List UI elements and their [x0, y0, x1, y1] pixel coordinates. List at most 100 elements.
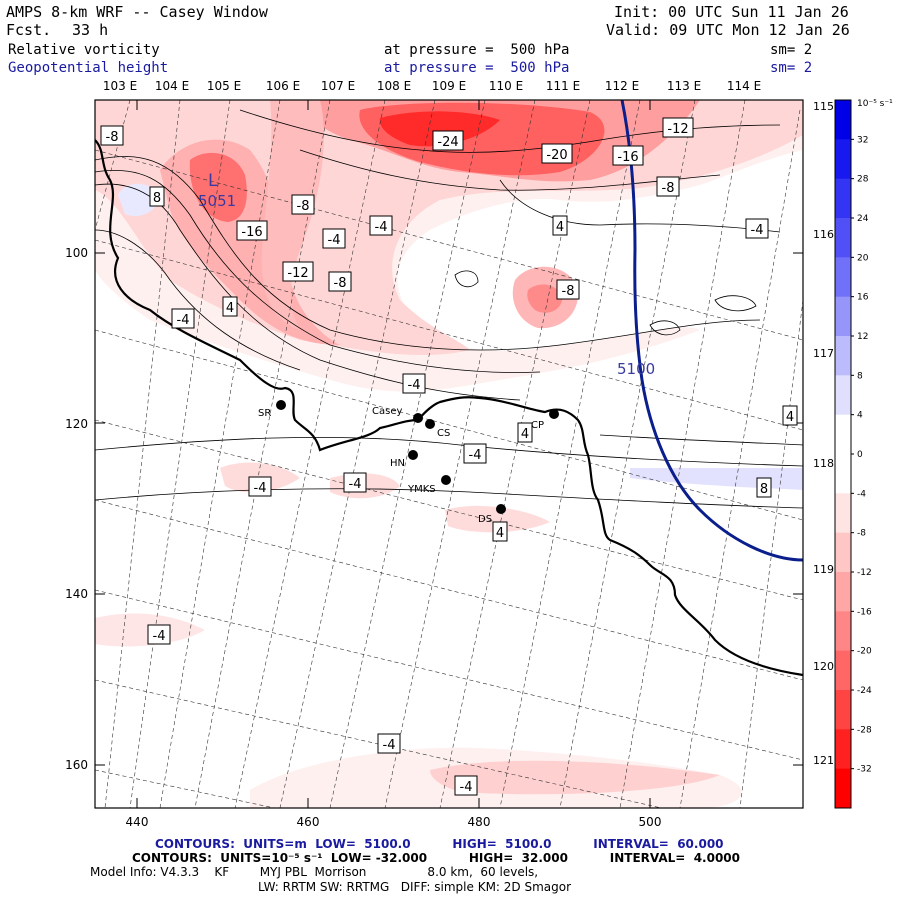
- contour-line: [95, 488, 803, 509]
- forecast-hour: 33 h: [72, 21, 109, 39]
- station-label-ymks: YMKS: [407, 484, 436, 495]
- low-center-marker: L: [208, 171, 218, 191]
- svg-text:-4: -4: [375, 220, 388, 235]
- contour-info-vorticity: CONTOURS: UNITS=10⁻⁵ s⁻¹ LOW= -32.000 HI…: [132, 851, 741, 865]
- lon-label-top: 106 E: [266, 79, 300, 93]
- colorbar-label: -12: [857, 568, 872, 578]
- contour-loop: [649, 320, 681, 336]
- svg-text:-12: -12: [667, 122, 688, 137]
- negative-patch-ds: [445, 505, 550, 533]
- station-label-sr: SR: [258, 408, 271, 419]
- svg-text:-8: -8: [106, 130, 119, 145]
- svg-text:4: 4: [556, 220, 564, 235]
- colorbar-label: 20: [857, 253, 869, 263]
- lon-label-top: 105 E: [207, 79, 241, 93]
- contour-info-height: CONTOURS: UNITS=m LOW= 5100.0 HIGH= 5100…: [155, 837, 724, 851]
- y-axis-labels: 100 120 140 160: [65, 246, 88, 772]
- svg-text:8: 8: [153, 191, 161, 206]
- station-dot-ds: [496, 504, 506, 514]
- contour-label: 8: [149, 186, 165, 207]
- contour-label: -16: [236, 220, 268, 241]
- colorbar-swatch: [835, 139, 851, 180]
- contour-label-layer: -8 -24 -12 -20 -16 -8 8 -8 -16 -4 -4 4 -4 -12 -8 -8 4 -4 -…: [100, 117, 798, 796]
- contour-label: -4: [402, 373, 426, 394]
- contour-label: -4: [377, 733, 401, 754]
- colorbar-label: 16: [857, 293, 869, 303]
- station-label-hn: HN: [390, 458, 405, 469]
- station-dot-ymks: [441, 475, 451, 485]
- svg-text:-16: -16: [241, 225, 262, 240]
- colorbar-label: -24: [857, 686, 872, 696]
- lon-label-top: 107 E: [321, 79, 355, 93]
- contour-label: -8: [100, 125, 124, 146]
- colorbar-label: -4: [857, 489, 866, 499]
- contour-label: -4: [343, 472, 367, 493]
- map-title: AMPS 8-km WRF -- Casey Window: [6, 3, 268, 21]
- contour-line: [599, 434, 803, 446]
- field2-name: Geopotential height: [8, 60, 169, 76]
- y-tick-label: 100: [65, 246, 88, 260]
- lon-label-top: 103 E: [103, 79, 137, 93]
- height-line-label: 5100: [617, 360, 655, 378]
- lon-label-top: 108 E: [377, 79, 411, 93]
- init-time: Init: 00 UTC Sun 11 Jan 26: [614, 3, 849, 21]
- colorbar-label: 12: [857, 332, 868, 342]
- coastline-path: [95, 139, 803, 677]
- field1-smoothing: sm= 2: [770, 42, 813, 58]
- svg-text:-24: -24: [437, 135, 458, 150]
- contour-label: 4: [552, 215, 568, 236]
- station-dot-casey: [413, 413, 423, 423]
- svg-text:4: 4: [786, 410, 794, 425]
- field1-name: Relative vorticity: [8, 42, 160, 58]
- low-center-core: [189, 152, 247, 222]
- physics-info: LW: RRTM SW: RRTMG DIFF: simple KM: 2D S…: [258, 880, 572, 894]
- colorbar-swatch: [835, 100, 851, 140]
- valid-time: Valid: 09 UTC Mon 12 Jan 26: [606, 21, 850, 39]
- svg-text:4: 4: [521, 427, 529, 442]
- contour-label: -4: [171, 308, 195, 329]
- station-labels: SR Casey CS CP HN YMKS DS: [258, 406, 544, 525]
- contour-line: [95, 436, 803, 467]
- colorbar-label: 32: [857, 135, 868, 145]
- svg-text:-8: -8: [562, 284, 575, 299]
- station-label-cp: CP: [531, 420, 544, 431]
- mid-negative-trough: [261, 100, 324, 330]
- colorbar-swatch: [835, 257, 851, 298]
- station-dot-cs: [425, 419, 435, 429]
- svg-text:-4: -4: [177, 313, 190, 328]
- field1-level: at pressure = 500 hPa: [384, 42, 570, 58]
- colorbar-swatch: [835, 178, 851, 219]
- field2-smoothing: sm= 2: [770, 60, 813, 76]
- height-contour-5100: [620, 100, 803, 562]
- colorbar-swatch: [835, 414, 851, 455]
- contour-label: -16: [612, 145, 644, 166]
- x-tick-label: 460: [297, 815, 320, 829]
- contour-label: -4: [147, 624, 171, 645]
- contour-label: -4: [322, 228, 346, 249]
- colorbar-label: 4: [857, 411, 863, 421]
- lon-label-top: 113 E: [667, 79, 701, 93]
- top-longitude-labels: 103 E 104 E 105 E 106 E 107 E 108 E 109 E 110 E…: [103, 79, 761, 93]
- lon-label-top: 112 E: [605, 79, 639, 93]
- model-info: Model Info: V4.3.3 KF MYJ PBL Morrison 8…: [90, 865, 539, 879]
- map-frame: [94, 99, 804, 809]
- x-axis-labels: 440 460 480 500: [126, 815, 662, 829]
- contour-label: -20: [541, 143, 573, 164]
- svg-text:-8: -8: [334, 276, 347, 291]
- svg-text:-4: -4: [254, 481, 267, 496]
- station-label-ds: DS: [478, 514, 492, 525]
- contour-line: [95, 229, 301, 371]
- colorbar-swatch: [835, 768, 851, 809]
- svg-text:4: 4: [226, 301, 234, 316]
- contour-label: -4: [369, 215, 393, 236]
- y-tick-label: 140: [65, 587, 88, 601]
- contour-label: -4: [248, 476, 272, 497]
- station-markers: [276, 400, 559, 514]
- contour-loop: [454, 270, 479, 288]
- contour-label: -8: [656, 176, 680, 197]
- contour-label: 4: [517, 422, 533, 443]
- contour-label: -8: [291, 194, 315, 215]
- peak-negative-core: [379, 111, 500, 147]
- contour-label: -12: [662, 117, 694, 138]
